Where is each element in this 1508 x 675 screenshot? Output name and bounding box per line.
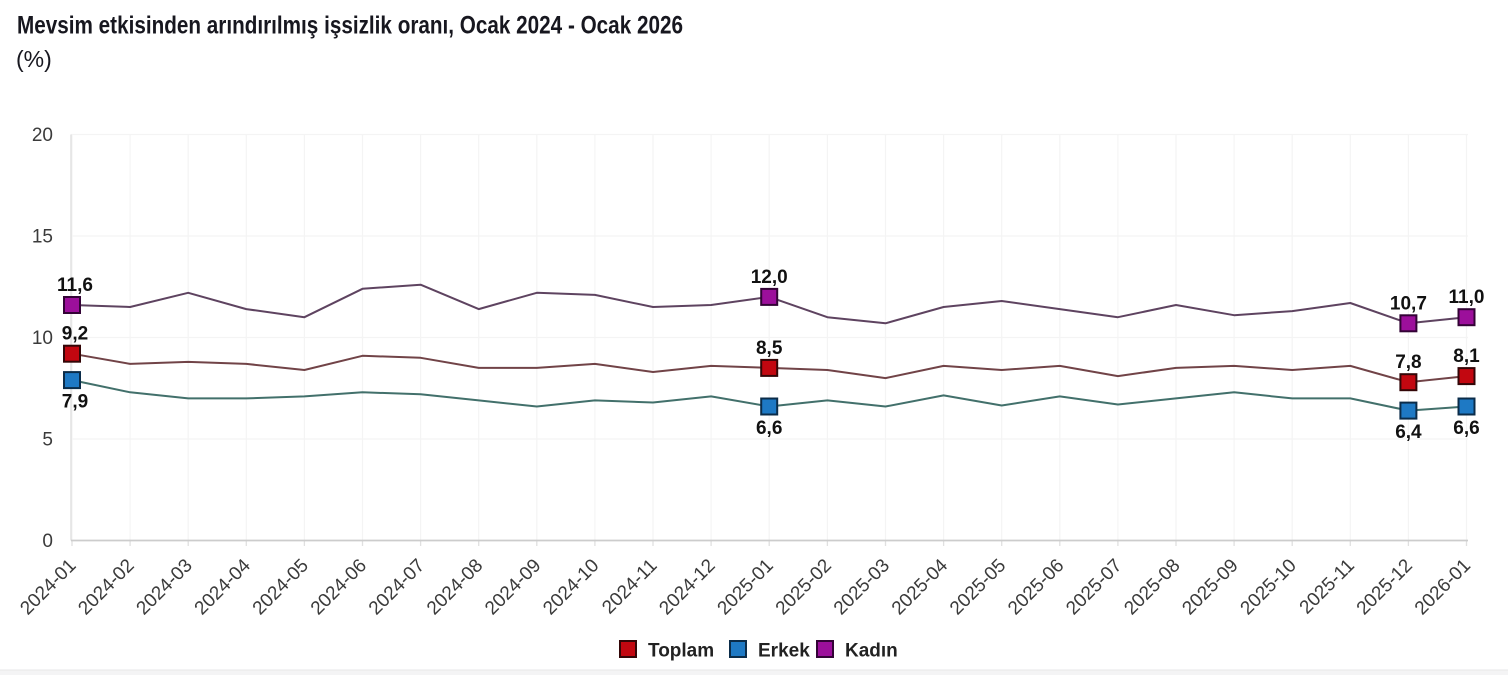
- svg-text:20: 20: [32, 125, 53, 146]
- svg-text:6,6: 6,6: [756, 418, 782, 439]
- svg-text:11,6: 11,6: [57, 275, 93, 296]
- svg-text:10: 10: [32, 328, 53, 349]
- svg-text:9,2: 9,2: [62, 324, 88, 345]
- svg-text:6,6: 6,6: [1453, 418, 1479, 439]
- svg-text:5: 5: [42, 430, 53, 451]
- svg-text:10,7: 10,7: [1390, 293, 1427, 314]
- svg-text:8,1: 8,1: [1453, 346, 1480, 367]
- svg-text:0: 0: [42, 531, 53, 552]
- svg-text:Mevsim etkisinden arındırılmış: Mevsim etkisinden arındırılmış işsizlik …: [17, 12, 683, 40]
- svg-text:8,5: 8,5: [756, 338, 783, 359]
- svg-text:7,9: 7,9: [62, 392, 88, 413]
- svg-text:6,4: 6,4: [1395, 422, 1422, 443]
- svg-text:15: 15: [32, 227, 53, 248]
- svg-text:12,0: 12,0: [751, 267, 788, 288]
- svg-text:Kadın: Kadın: [845, 641, 898, 662]
- svg-text:Toplam: Toplam: [648, 641, 714, 662]
- svg-text:7,8: 7,8: [1395, 352, 1421, 373]
- svg-text:(%): (%): [16, 46, 52, 72]
- svg-text:Erkek: Erkek: [758, 641, 810, 662]
- svg-text:11,0: 11,0: [1449, 287, 1485, 308]
